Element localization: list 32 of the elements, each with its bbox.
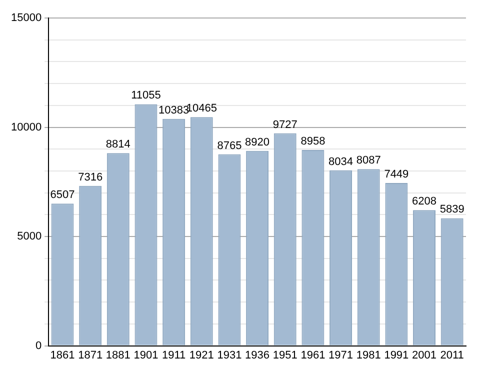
y-tick-label: 5000: [17, 230, 42, 243]
x-tick-label: 1936: [245, 349, 270, 362]
x-tick-label: 1901: [134, 349, 158, 362]
x-tick-label: 1971: [328, 349, 354, 362]
data-label: 6507: [50, 189, 75, 202]
y-tick-label: 0: [35, 340, 42, 352]
data-label: 8034: [328, 156, 354, 168]
data-label: 7449: [384, 168, 409, 181]
x-tick-label: 1871: [78, 349, 103, 362]
data-label: 5839: [440, 204, 464, 216]
x-tick-label: 1881: [106, 349, 130, 362]
y-tick-label: 10000: [10, 121, 42, 134]
x-tick-label: 2001: [412, 349, 436, 362]
y-tick-label: 15000: [10, 12, 42, 24]
x-tick-label: 1931: [217, 349, 242, 362]
x-tick-label: 2011: [440, 349, 464, 362]
data-label: 9727: [272, 118, 298, 131]
x-tick-label: 1991: [384, 349, 409, 362]
x-tick-label: 1951: [272, 349, 298, 362]
x-tick-label: 1911: [162, 349, 186, 362]
data-label: 6208: [412, 196, 436, 208]
x-tick-label: 1981: [356, 349, 381, 362]
x-tick-label: 1861: [50, 349, 75, 362]
x-tick-label: 1921: [189, 349, 214, 362]
data-label: 8087: [356, 154, 381, 167]
data-label: 8814: [106, 138, 130, 151]
data-label: 7316: [78, 171, 103, 184]
data-label: 8958: [300, 136, 326, 148]
data-label: 11055: [131, 90, 161, 102]
data-label: 8765: [217, 140, 242, 152]
data-label: 8920: [245, 136, 270, 148]
x-tick-label: 1961: [300, 349, 326, 362]
